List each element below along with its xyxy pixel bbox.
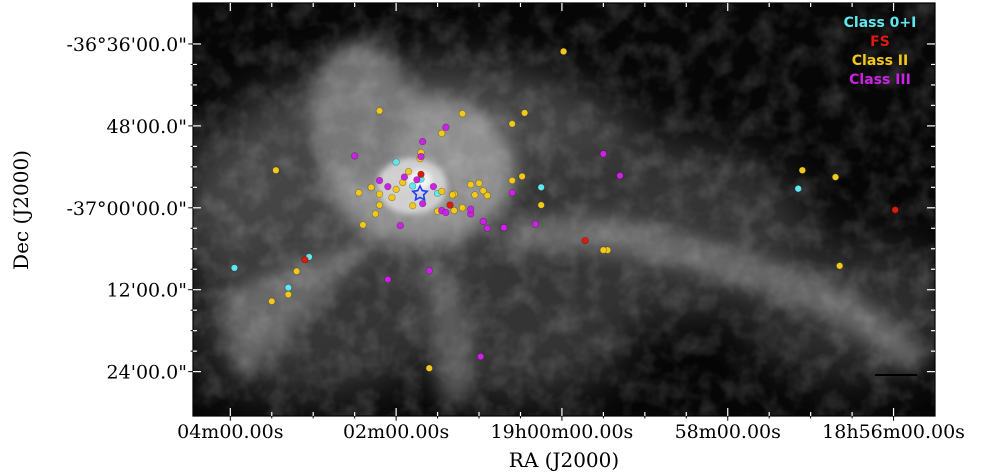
y-tick-labels: -36°36'00.0" 48'00.0" -37°00'00.0" 12'00.0"… [66, 34, 187, 384]
y-tick-label: -36°36'00.0" [66, 34, 187, 56]
point-class-iii [599, 150, 607, 158]
legend-entry-fs: FS [870, 34, 890, 50]
point-class-0-i [230, 264, 239, 272]
nebula-image [193, 3, 935, 416]
point-class-ii [475, 179, 483, 187]
star-icon [411, 184, 429, 202]
point-class-iii [442, 208, 450, 217]
point-class-ii [359, 221, 367, 229]
point-fs [301, 256, 309, 264]
point-class-iii [396, 221, 404, 230]
point-class-ii [518, 172, 526, 180]
point-class-ii [367, 183, 375, 191]
point-class-ii [371, 210, 379, 218]
point-class-ii [450, 206, 458, 215]
point-class-ii [559, 47, 568, 56]
point-class-ii [268, 297, 276, 305]
point-class-iii [508, 189, 516, 197]
scatter-points [230, 47, 899, 372]
point-class-ii [438, 129, 446, 137]
legend: Class 0+I FS Class II Class III [844, 15, 917, 88]
point-class-iii [483, 224, 491, 232]
y-tick-label: 48'00.0" [107, 116, 187, 138]
point-class-ii [521, 109, 529, 117]
point-class-ii [272, 166, 280, 174]
point-class-ii [404, 168, 413, 176]
y-axis-label: Dec (J2000) [9, 150, 33, 270]
legend-entry-class-0-i: Class 0+I [844, 15, 917, 31]
point-class-ii [388, 193, 396, 202]
x-axis-label: RA (J2000) [509, 448, 619, 472]
point-class-iii [417, 152, 425, 161]
x-tick-label: 58m00.00s [675, 421, 781, 443]
point-class-ii [375, 201, 384, 209]
x-tick-label: 04m00.00s [177, 421, 283, 443]
point-class-ii [508, 176, 516, 185]
point-class-0-i [284, 284, 292, 292]
point-class-iii [467, 205, 475, 213]
point-class-ii [537, 201, 545, 209]
y-tick-label: -37°00'00.0" [66, 198, 187, 220]
point-class-iii [425, 266, 433, 275]
point-class-ii [798, 166, 806, 174]
point-fs [581, 236, 589, 245]
legend-entry-class-ii: Class II [852, 53, 908, 69]
x-tick-label: 19h00m00.00s [491, 421, 634, 443]
point-class-0-i [537, 183, 545, 191]
point-class-ii [599, 246, 607, 254]
axis-ticks [188, 3, 935, 421]
point-class-ii [458, 109, 467, 118]
point-class-ii [458, 204, 467, 212]
x-tick-label: 18h56m00.00s [822, 421, 965, 443]
point-class-iii [351, 152, 359, 160]
point-class-iii [384, 183, 392, 191]
point-class-iii [442, 123, 450, 131]
legend-entry-class-iii: Class III [849, 72, 911, 88]
point-class-iii [531, 220, 539, 228]
x-tick-label: 02m00.00s [343, 421, 449, 443]
point-class-iii [477, 353, 485, 361]
point-class-ii [293, 267, 301, 275]
point-class-iii [375, 176, 384, 185]
point-class-0-i [409, 182, 417, 190]
y-tick-label: 24'00.0" [107, 362, 187, 384]
point-class-ii [355, 189, 363, 197]
point-class-iii [419, 200, 427, 208]
point-class-ii [479, 187, 487, 195]
point-class-iii [479, 217, 487, 226]
plot-frame [192, 2, 936, 417]
point-class-0-i [794, 185, 802, 193]
point-fs [446, 201, 454, 209]
point-class-ii [438, 187, 446, 196]
point-class-0-i [392, 158, 400, 166]
x-tick-labels: 04m00.00s 02m00.00s 19h00m00.00s 58m00.00s 1… [177, 421, 965, 443]
point-class-iii [419, 137, 427, 146]
point-class-ii [409, 202, 417, 210]
point-class-ii [467, 180, 475, 189]
point-class-ii [471, 191, 479, 199]
point-class-ii [375, 107, 384, 115]
point-class-iii [413, 176, 421, 184]
point-fs [417, 170, 425, 178]
point-class-ii [508, 120, 516, 128]
point-class-iii [400, 173, 409, 181]
point-class-iii [384, 275, 392, 284]
point-class-ii [448, 191, 457, 199]
point-class-ii [284, 290, 292, 299]
point-class-iii [616, 172, 624, 180]
point-class-ii [375, 190, 384, 198]
point-class-ii [392, 185, 400, 193]
point-class-ii [425, 364, 433, 372]
point-class-iii [429, 183, 438, 191]
point-fs [891, 206, 899, 214]
y-tick-label: 12'00.0" [107, 280, 187, 302]
point-class-iii [500, 223, 508, 232]
point-class-ii [836, 262, 844, 270]
point-class-ii [831, 173, 840, 181]
point-class-ii [483, 191, 491, 200]
